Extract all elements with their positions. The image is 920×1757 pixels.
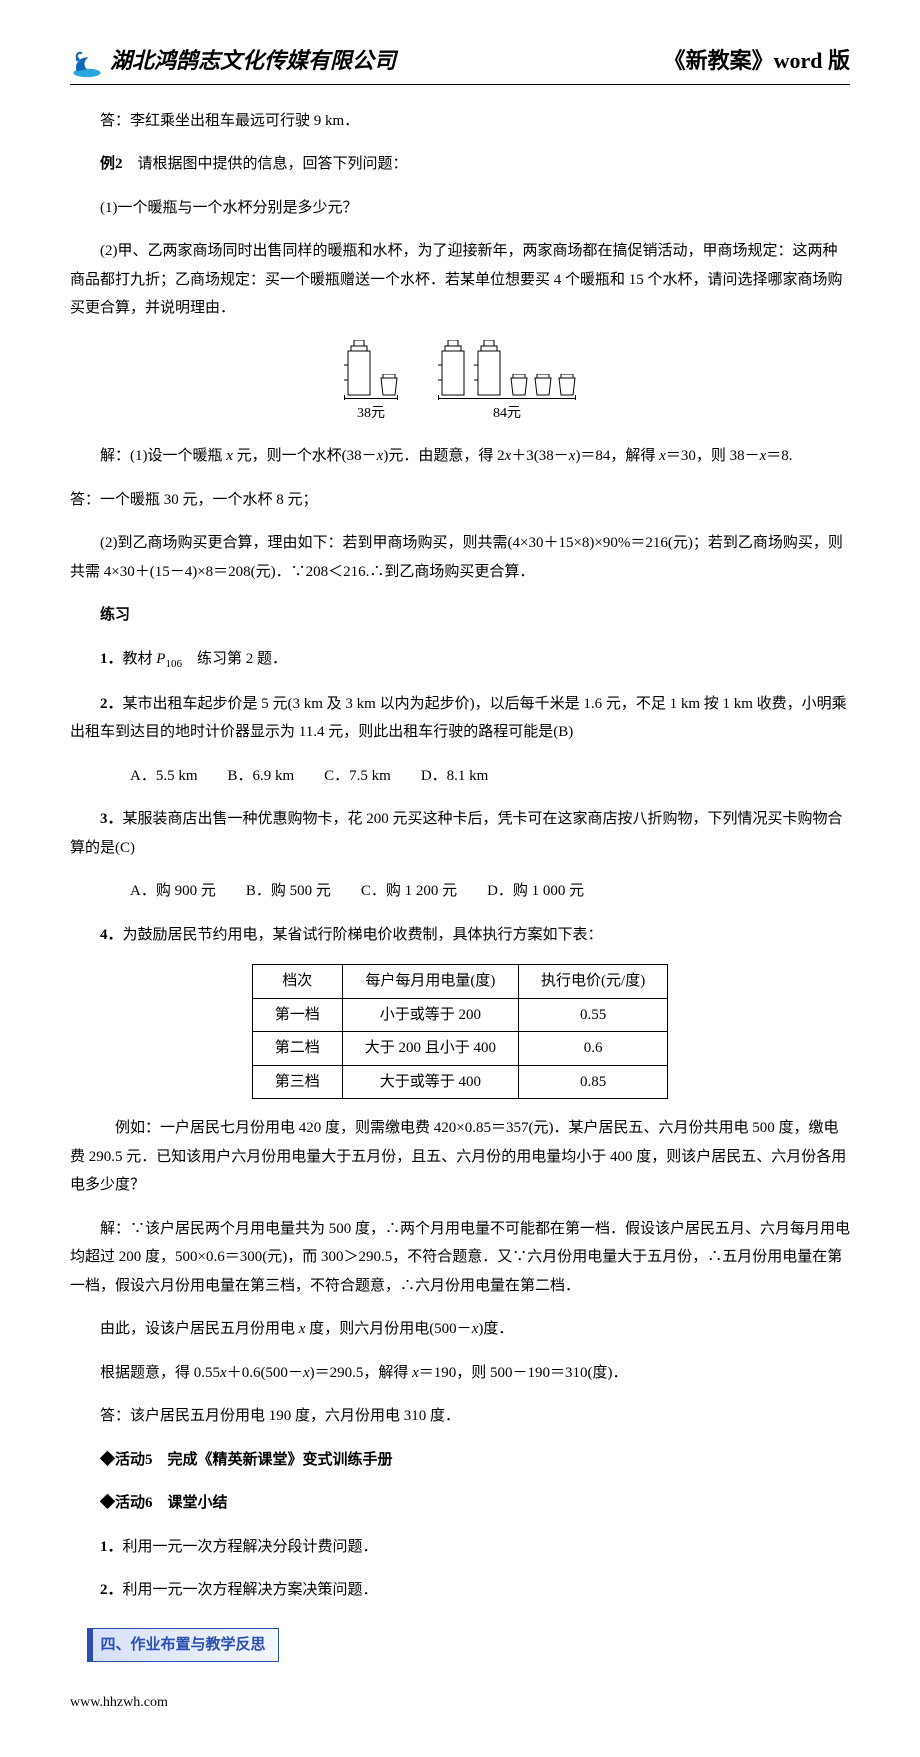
cell: 0.55	[519, 998, 668, 1032]
sum2-text: 利用一元一次方程解决方案决策问题．	[123, 1582, 378, 1598]
pr1-label: 1．	[100, 651, 123, 667]
t: )度．	[478, 1321, 513, 1337]
activity-5: ◆活动5 完成《精英新课堂》变式训练手册	[70, 1446, 850, 1475]
cell: 0.6	[519, 1032, 668, 1066]
pr3-label: 3．	[100, 811, 123, 827]
product-diagram: 38元	[70, 338, 850, 428]
thermos-icon	[438, 340, 468, 396]
col-usage: 每户每月用电量(度)	[342, 965, 518, 999]
cell: 0.85	[519, 1065, 668, 1099]
example2-line: 例2 请根据图中提供的信息，回答下列问题：	[70, 150, 850, 179]
pr4-text: 为鼓励居民节约用电，某省试行阶梯电价收费制，具体执行方案如下表：	[123, 927, 603, 943]
pr4-label: 4．	[100, 927, 123, 943]
cell: 大于 200 且小于 400	[342, 1032, 518, 1066]
swan-logo-icon	[70, 44, 104, 78]
t: )元．由题意，得 2	[383, 448, 504, 464]
group-right: 84元	[438, 338, 576, 428]
answer-taxi: 答：李红乘坐出租车最远可行驶 9 km．	[70, 107, 850, 136]
book-title: 《新教案》	[664, 48, 774, 73]
t: ＋0.6(500－	[227, 1365, 303, 1381]
cell: 第三档	[252, 1065, 342, 1099]
example2-label: 例2	[100, 156, 123, 172]
cell: 第二档	[252, 1032, 342, 1066]
pr1-sub: 106	[165, 658, 182, 670]
sum1-label: 1．	[100, 1539, 123, 1555]
pr2-label: 2．	[100, 696, 123, 712]
question-2: (2)甲、乙两家商场同时出售同样的暖瓶和水杯，为了迎接新年，两家商场都在搞促销活…	[70, 237, 850, 323]
edition-suffix: 版	[822, 48, 850, 73]
summary-1: 1．利用一元一次方程解决分段计费问题．	[70, 1533, 850, 1562]
price-left: 38元	[357, 401, 385, 428]
sum2-label: 2．	[100, 1582, 123, 1598]
t: ＝8.	[766, 448, 792, 464]
cell: 第一档	[252, 998, 342, 1032]
cup-icon	[558, 374, 576, 396]
cell: 大于或等于 400	[342, 1065, 518, 1099]
thermos-icon	[474, 340, 504, 396]
price-right: 84元	[493, 401, 521, 428]
practice-3-options: A．购 900 元 B．购 500 元 C．购 1 200 元 D．购 1 00…	[70, 877, 850, 906]
footer-url: www.hhzwh.com	[70, 1690, 850, 1717]
practice-2: 2．某市出租车起步价是 5 元(3 km 及 3 km 以内为起步价)，以后每千…	[70, 690, 850, 747]
brace-right	[438, 398, 576, 399]
col-tier: 档次	[252, 965, 342, 999]
solution-1a: 解：(1)设一个暖瓶 x 元，则一个水杯(38－x)元．由题意，得 2x＋3(3…	[70, 442, 850, 471]
summary-2: 2．利用一元一次方程解决方案决策问题．	[70, 1576, 850, 1605]
t: ＝30，则 38－	[666, 448, 760, 464]
table-row: 第三档 大于或等于 400 0.85	[252, 1065, 667, 1099]
group-left: 38元	[344, 338, 398, 428]
pr4-answer: 答：该户居民五月份用电 190 度，六月份用电 310 度．	[70, 1402, 850, 1431]
brace-left	[344, 398, 398, 399]
table-row: 档次 每户每月用电量(度) 执行电价(元/度)	[252, 965, 667, 999]
electricity-table: 档次 每户每月用电量(度) 执行电价(元/度) 第一档 小于或等于 200 0.…	[252, 964, 668, 1099]
t: 由此，设该户居民五月份用电	[100, 1321, 299, 1337]
cup-icon	[380, 374, 398, 396]
cell: 小于或等于 200	[342, 998, 518, 1032]
t: 解：(1)设一个暖瓶	[100, 448, 226, 464]
sum1-text: 利用一元一次方程解决分段计费问题．	[123, 1539, 378, 1555]
activity-6: ◆活动6 课堂小结	[70, 1489, 850, 1518]
pr4-sol2: 由此，设该户居民五月份用电 x 度，则六月份用电(500－x)度．	[70, 1315, 850, 1344]
table-row: 第一档 小于或等于 200 0.55	[252, 998, 667, 1032]
page-header: 湖北鸿鹄志文化传媒有限公司 《新教案》word 版	[70, 40, 850, 85]
word-label: word	[774, 48, 823, 73]
t: ＋3(38－	[511, 448, 569, 464]
t: 度，则六月份用电(500－	[305, 1321, 471, 1337]
pr4-example: 例如：一户居民七月份用电 420 度，则需缴电费 420×0.85＝357(元)…	[70, 1114, 850, 1200]
t: 元，则一个水杯(38－	[233, 448, 377, 464]
solution-2: (2)到乙商场购买更合算，理由如下：若到甲商场购买，则共需(4×30＋15×8)…	[70, 529, 850, 586]
t: )＝290.5，解得	[310, 1365, 413, 1381]
practice-header: 练习	[70, 601, 850, 630]
section-4-banner: 四、作业布置与教学反思	[87, 1628, 279, 1663]
pr3-text: 某服装商店出售一种优惠购物卡，花 200 元买这种卡后，凭卡可在这家商店按八折购…	[70, 811, 843, 856]
example2-text: 请根据图中提供的信息，回答下列问题：	[123, 156, 408, 172]
pr4-sol1: 解：∵该户居民两个月用电量共为 500 度，∴两个月用电量不可能都在第一档．假设…	[70, 1215, 850, 1301]
pr1b: 练习第 2 题．	[182, 651, 287, 667]
practice-1: 1．教材 P106 练习第 2 题．	[70, 645, 850, 675]
solution-1b: 答：一个暖瓶 30 元，一个水杯 8 元；	[70, 486, 850, 515]
t: 根据题意，得 0.55	[100, 1365, 220, 1381]
table-row: 第二档 大于 200 且小于 400 0.6	[252, 1032, 667, 1066]
question-1: (1)一个暖瓶与一个水杯分别是多少元？	[70, 194, 850, 223]
practice-4: 4．为鼓励居民节约用电，某省试行阶梯电价收费制，具体执行方案如下表：	[70, 921, 850, 950]
pr1a: 教材	[123, 651, 157, 667]
header-right: 《新教案》word 版	[664, 40, 850, 82]
t: )＝84，解得	[575, 448, 659, 464]
pr4-sol3: 根据题意，得 0.55x＋0.6(500－x)＝290.5，解得 x＝190，则…	[70, 1359, 850, 1388]
t: ＝190，则 500－190＝310(度)．	[419, 1365, 628, 1381]
practice-3: 3．某服装商店出售一种优惠购物卡，花 200 元买这种卡后，凭卡可在这家商店按八…	[70, 805, 850, 862]
col-price: 执行电价(元/度)	[519, 965, 668, 999]
company-name: 湖北鸿鹄志文化传媒有限公司	[110, 40, 396, 82]
header-left: 湖北鸿鹄志文化传媒有限公司	[70, 40, 396, 82]
thermos-icon	[344, 340, 374, 396]
pr2-text: 某市出租车起步价是 5 元(3 km 及 3 km 以内为起步价)，以后每千米是…	[70, 696, 847, 741]
cup-icon	[534, 374, 552, 396]
cup-icon	[510, 374, 528, 396]
practice-2-options: A．5.5 km B．6.9 km C．7.5 km D．8.1 km	[70, 762, 850, 791]
